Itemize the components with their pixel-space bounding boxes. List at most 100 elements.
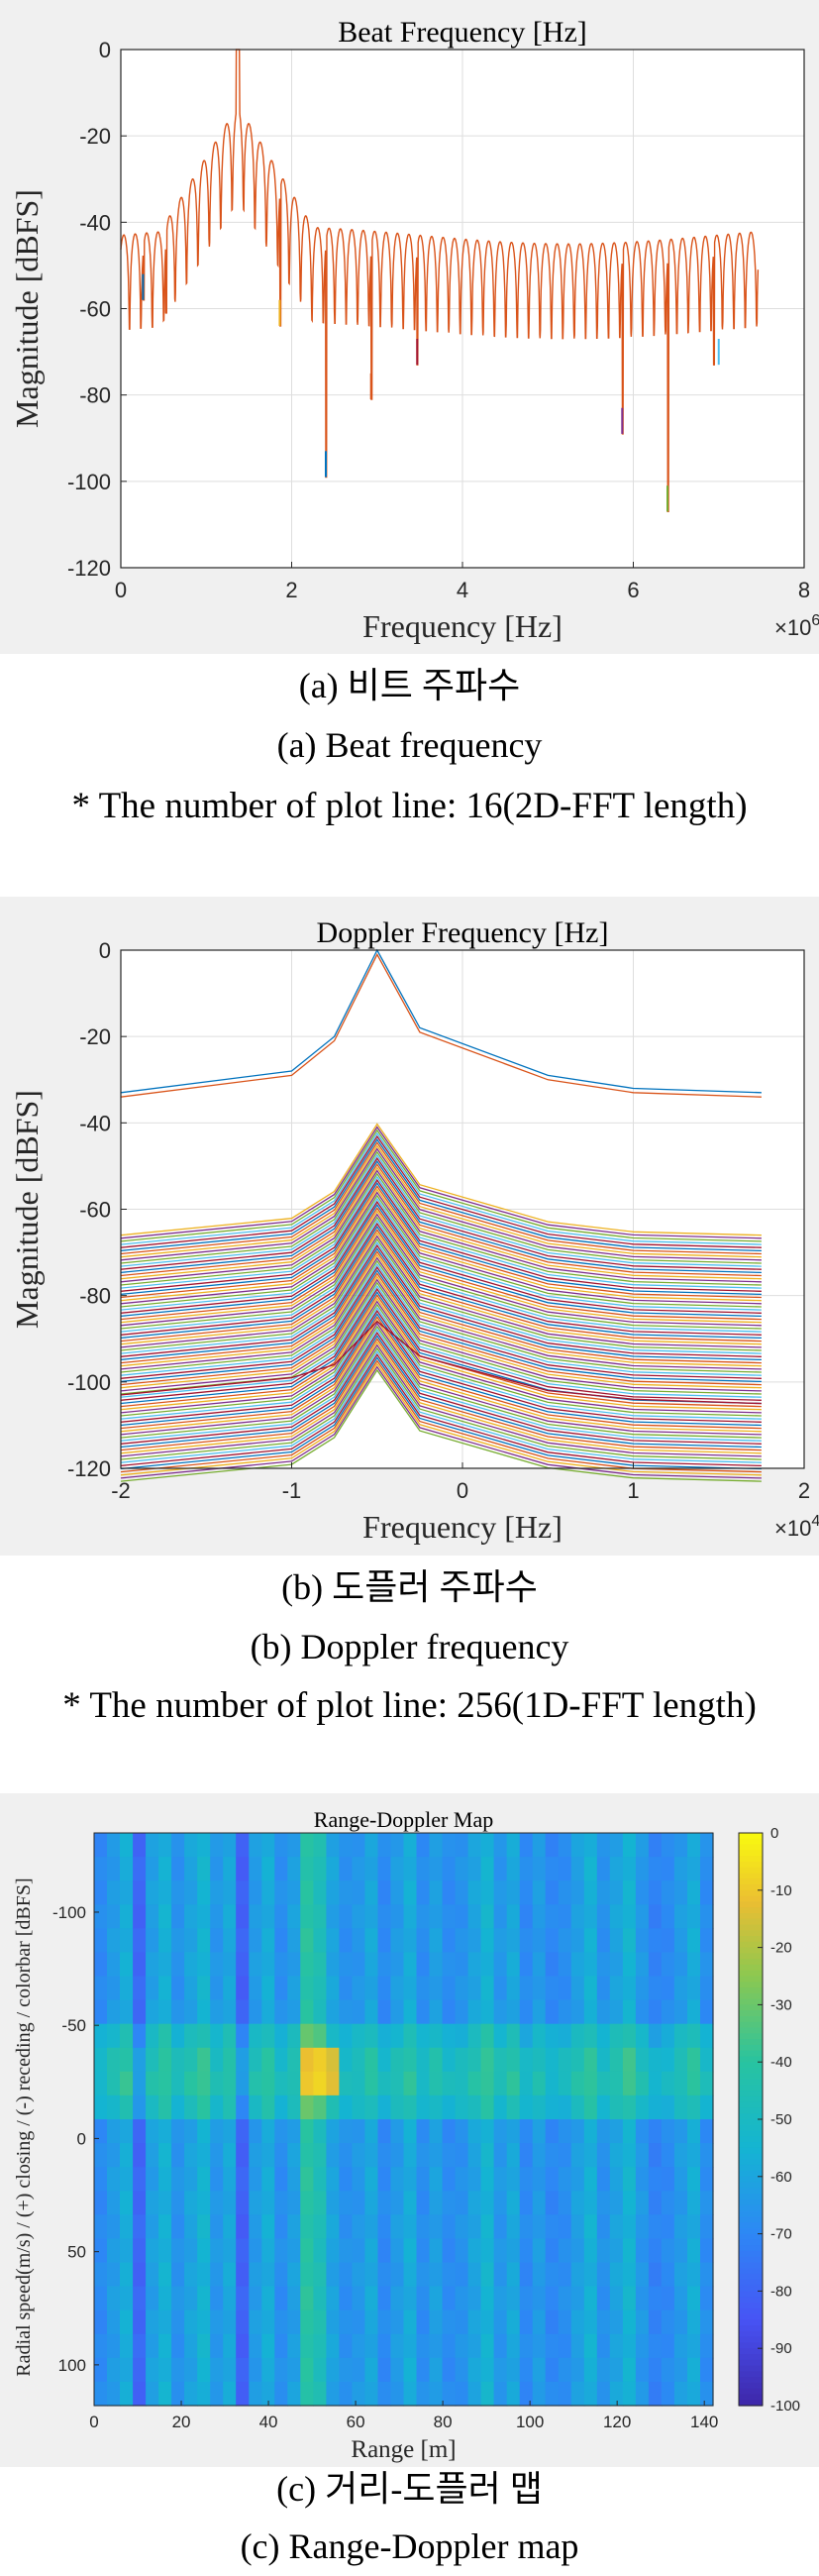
- rd-cell: [429, 2357, 444, 2383]
- rd-cell: [596, 1976, 611, 2001]
- rd-colorbar-cell: [739, 1970, 763, 1978]
- rd-cell: [287, 2357, 301, 2383]
- rd-cell: [146, 2143, 159, 2168]
- rd-cell: [596, 2023, 611, 2049]
- rd-cell: [493, 2167, 508, 2192]
- beat-series-line: [120, 49, 760, 512]
- doppler-series-60: [120, 1303, 762, 1417]
- rd-cell: [519, 2286, 534, 2311]
- rd-cell: [339, 2238, 353, 2264]
- rd-cell: [545, 2238, 560, 2264]
- rd-cell: [442, 2143, 457, 2168]
- rd-colorbar-cell: [739, 2268, 763, 2275]
- rd-cell: [146, 2047, 159, 2073]
- rd-cell: [429, 2309, 444, 2335]
- rd-cell: [274, 2309, 288, 2335]
- rd-cell: [532, 1952, 547, 1978]
- rd-cell: [94, 1880, 108, 1905]
- rd-cell: [635, 2357, 650, 2383]
- rd-cell: [184, 2333, 198, 2359]
- rd-cell: [455, 1904, 469, 1929]
- rd-cell: [120, 2238, 134, 2264]
- rd-colorbar-cell: [739, 1941, 763, 1949]
- rd-cell: [635, 1880, 650, 1905]
- rd-cell: [236, 2214, 250, 2239]
- caption-b-english: (b) Doppler frequency: [250, 1627, 569, 1666]
- rd-cell: [300, 2357, 314, 2383]
- rd-cell: [326, 2094, 340, 2120]
- rd-cell: [455, 1999, 469, 2025]
- rd-cell: [661, 1952, 675, 1978]
- rd-cell: [146, 1857, 159, 1881]
- rd-cell: [506, 2191, 521, 2215]
- rd-colorbar-cell: [739, 2227, 763, 2235]
- rd-cell: [274, 2071, 288, 2096]
- rd-cell: [416, 2143, 431, 2168]
- rd-cell: [673, 2309, 688, 2335]
- rd-cell: [287, 2023, 301, 2049]
- rd-cell: [493, 2047, 508, 2073]
- beat-ytick-label-0: 0: [99, 38, 111, 62]
- rd-cell: [133, 2357, 147, 2383]
- rd-cell: [197, 1952, 211, 1978]
- rd-cell: [403, 2286, 418, 2311]
- rd-cell: [120, 2094, 134, 2120]
- rd-colorbar-cell: [739, 2033, 763, 2040]
- rd-cell: [416, 1880, 431, 1905]
- rd-cell: [532, 2286, 547, 2311]
- rd-cell: [249, 2047, 262, 2073]
- rd-cell: [467, 2143, 482, 2168]
- rd-cell: [506, 1999, 521, 2025]
- rd-cell: [146, 2333, 159, 2359]
- rd-cell: [416, 2119, 431, 2144]
- rd-cell: [429, 2094, 444, 2120]
- rd-colorbar-cell: [739, 2079, 763, 2086]
- rd-cell: [339, 2214, 353, 2239]
- rd-cell: [416, 2191, 431, 2215]
- rd-cell: [687, 1999, 701, 2025]
- doppler-series-21: [120, 1182, 762, 1296]
- rd-cell: [506, 2262, 521, 2288]
- rd-cell: [635, 2119, 650, 2144]
- beat-xtick-label-3: 6: [627, 578, 639, 602]
- rd-cell: [236, 2143, 250, 2168]
- rd-cell: [184, 1880, 198, 1905]
- rd-colorbar-cell: [739, 1878, 763, 1885]
- rd-cell: [673, 2381, 688, 2407]
- rd-cell: [236, 1999, 250, 2025]
- rd-cell: [184, 2071, 198, 2096]
- rd-cell: [455, 2047, 469, 2073]
- rd-cell: [687, 2333, 701, 2359]
- rd-cell: [506, 2143, 521, 2168]
- rd-cell: [287, 1904, 301, 1929]
- rd-cell: [583, 2309, 598, 2335]
- rd-cell: [570, 2143, 585, 2168]
- doppler-series-8: [120, 1141, 762, 1255]
- rd-cell: [249, 2214, 262, 2239]
- rd-cell: [197, 2071, 211, 2096]
- rd-cell: [596, 2214, 611, 2239]
- rd-cell: [377, 1952, 392, 1978]
- rd-cell: [261, 1952, 275, 1978]
- rd-cell: [326, 2047, 340, 2073]
- rd-cell: [622, 2214, 637, 2239]
- rd-cell: [313, 1952, 327, 1978]
- rd-cell: [519, 2333, 534, 2359]
- rd-cell: [261, 2357, 275, 2383]
- rd-cell: [673, 2167, 688, 2192]
- rd-cell: [249, 1880, 262, 1905]
- rd-cell: [673, 2357, 688, 2383]
- rd-cell: [352, 2238, 365, 2264]
- rd-cell: [120, 2191, 134, 2215]
- rd-cell: [429, 2286, 444, 2311]
- rd-cell: [622, 2381, 637, 2407]
- rd-cell: [313, 2238, 327, 2264]
- doppler-series-78: [120, 1359, 762, 1473]
- rd-cell: [673, 1999, 688, 2025]
- rd-cell: [700, 1880, 714, 1905]
- rd-cell: [429, 1880, 444, 1905]
- rd-cell: [352, 1880, 365, 1905]
- rd-cell: [583, 2286, 598, 2311]
- rd-cell: [146, 2214, 159, 2239]
- rd-cell: [467, 2214, 482, 2239]
